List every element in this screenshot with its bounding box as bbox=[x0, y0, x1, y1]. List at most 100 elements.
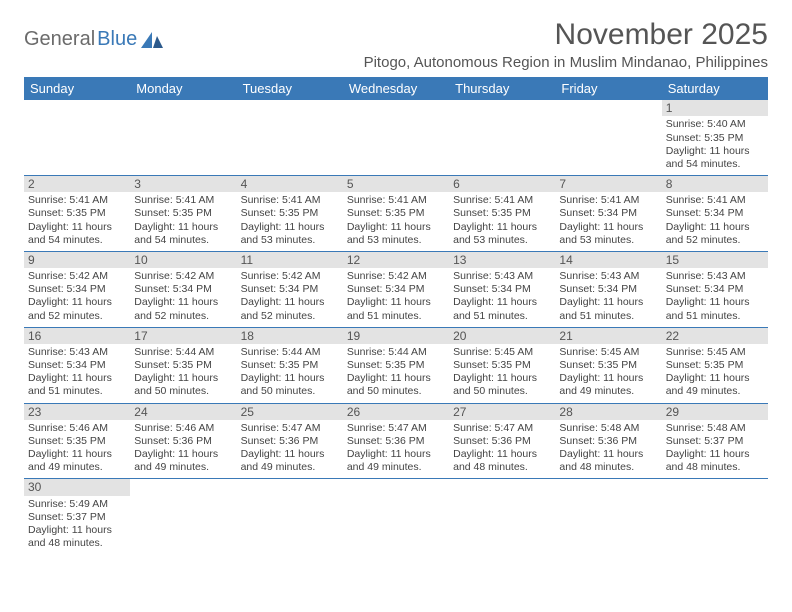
day-details: Sunrise: 5:46 AMSunset: 5:36 PMDaylight:… bbox=[130, 420, 236, 479]
day-details: Sunrise: 5:47 AMSunset: 5:36 PMDaylight:… bbox=[343, 420, 449, 479]
daylight-line: Daylight: 11 hours and 54 minutes. bbox=[666, 145, 764, 171]
day-details: Sunrise: 5:42 AMSunset: 5:34 PMDaylight:… bbox=[237, 268, 343, 327]
day-number: 20 bbox=[449, 328, 555, 344]
calendar-cell: 24Sunrise: 5:46 AMSunset: 5:36 PMDayligh… bbox=[130, 403, 236, 479]
sunrise-line: Sunrise: 5:41 AM bbox=[453, 194, 551, 207]
daylight-line: Daylight: 11 hours and 51 minutes. bbox=[453, 296, 551, 322]
sunrise-line: Sunrise: 5:42 AM bbox=[241, 270, 339, 283]
sunset-line: Sunset: 5:34 PM bbox=[666, 207, 764, 220]
weekday-row: SundayMondayTuesdayWednesdayThursdayFrid… bbox=[24, 77, 768, 100]
day-number: 21 bbox=[555, 328, 661, 344]
day-details: Sunrise: 5:49 AMSunset: 5:37 PMDaylight:… bbox=[24, 496, 130, 555]
calendar-cell-empty bbox=[343, 100, 449, 175]
calendar-cell-empty bbox=[130, 479, 236, 554]
sunset-line: Sunset: 5:35 PM bbox=[453, 359, 551, 372]
sunset-line: Sunset: 5:35 PM bbox=[453, 207, 551, 220]
calendar-cell: 7Sunrise: 5:41 AMSunset: 5:34 PMDaylight… bbox=[555, 175, 661, 251]
calendar-cell: 8Sunrise: 5:41 AMSunset: 5:34 PMDaylight… bbox=[662, 175, 768, 251]
daylight-line: Daylight: 11 hours and 54 minutes. bbox=[134, 221, 232, 247]
day-details: Sunrise: 5:42 AMSunset: 5:34 PMDaylight:… bbox=[24, 268, 130, 327]
calendar-cell-empty bbox=[343, 479, 449, 554]
calendar-cell: 19Sunrise: 5:44 AMSunset: 5:35 PMDayligh… bbox=[343, 327, 449, 403]
weekday-header: Monday bbox=[130, 77, 236, 100]
sunset-line: Sunset: 5:34 PM bbox=[134, 283, 232, 296]
calendar-cell: 10Sunrise: 5:42 AMSunset: 5:34 PMDayligh… bbox=[130, 251, 236, 327]
calendar-row: 9Sunrise: 5:42 AMSunset: 5:34 PMDaylight… bbox=[24, 251, 768, 327]
daylight-line: Daylight: 11 hours and 52 minutes. bbox=[666, 221, 764, 247]
day-number: 16 bbox=[24, 328, 130, 344]
sunset-line: Sunset: 5:34 PM bbox=[347, 283, 445, 296]
sunset-line: Sunset: 5:35 PM bbox=[559, 359, 657, 372]
daylight-line: Daylight: 11 hours and 49 minutes. bbox=[666, 372, 764, 398]
sunset-line: Sunset: 5:35 PM bbox=[241, 207, 339, 220]
calendar-row: 23Sunrise: 5:46 AMSunset: 5:35 PMDayligh… bbox=[24, 403, 768, 479]
calendar-cell: 12Sunrise: 5:42 AMSunset: 5:34 PMDayligh… bbox=[343, 251, 449, 327]
calendar-cell: 27Sunrise: 5:47 AMSunset: 5:36 PMDayligh… bbox=[449, 403, 555, 479]
day-details: Sunrise: 5:41 AMSunset: 5:34 PMDaylight:… bbox=[662, 192, 768, 251]
sunrise-line: Sunrise: 5:41 AM bbox=[241, 194, 339, 207]
day-details: Sunrise: 5:42 AMSunset: 5:34 PMDaylight:… bbox=[343, 268, 449, 327]
day-number: 7 bbox=[555, 176, 661, 192]
daylight-line: Daylight: 11 hours and 53 minutes. bbox=[559, 221, 657, 247]
sunrise-line: Sunrise: 5:42 AM bbox=[347, 270, 445, 283]
location-text: Pitogo, Autonomous Region in Muslim Mind… bbox=[364, 54, 768, 71]
day-number: 6 bbox=[449, 176, 555, 192]
sunset-line: Sunset: 5:34 PM bbox=[559, 207, 657, 220]
sunset-line: Sunset: 5:37 PM bbox=[28, 511, 126, 524]
calendar-cell: 21 Sunrise: 5:45 AMSunset: 5:35 PMDayligh… bbox=[555, 327, 661, 403]
day-number: 15 bbox=[662, 252, 768, 268]
calendar-cell: 18Sunrise: 5:44 AMSunset: 5:35 PMDayligh… bbox=[237, 327, 343, 403]
calendar-row: 1Sunrise: 5:40 AMSunset: 5:35 PMDaylight… bbox=[24, 100, 768, 175]
daylight-line: Daylight: 11 hours and 53 minutes. bbox=[453, 221, 551, 247]
daylight-line: Daylight: 11 hours and 49 minutes. bbox=[134, 448, 232, 474]
sunrise-line: Sunrise: 5:48 AM bbox=[559, 422, 657, 435]
sunset-line: Sunset: 5:36 PM bbox=[134, 435, 232, 448]
daylight-line: Daylight: 11 hours and 49 minutes. bbox=[559, 372, 657, 398]
day-details: Sunrise: 5:48 AMSunset: 5:37 PMDaylight:… bbox=[662, 420, 768, 479]
weekday-header: Friday bbox=[555, 77, 661, 100]
day-number: 22 bbox=[662, 328, 768, 344]
sunset-line: Sunset: 5:35 PM bbox=[241, 359, 339, 372]
sunrise-line: Sunrise: 5:43 AM bbox=[666, 270, 764, 283]
day-number: 13 bbox=[449, 252, 555, 268]
sunset-line: Sunset: 5:35 PM bbox=[347, 207, 445, 220]
sunrise-line: Sunrise: 5:41 AM bbox=[134, 194, 232, 207]
daylight-line: Daylight: 11 hours and 53 minutes. bbox=[347, 221, 445, 247]
calendar-cell: 16Sunrise: 5:43 AMSunset: 5:34 PMDayligh… bbox=[24, 327, 130, 403]
calendar-cell: 23Sunrise: 5:46 AMSunset: 5:35 PMDayligh… bbox=[24, 403, 130, 479]
sunrise-line: Sunrise: 5:40 AM bbox=[666, 118, 764, 131]
day-details: Sunrise: 5:43 AMSunset: 5:34 PMDaylight:… bbox=[24, 344, 130, 403]
calendar-cell-empty bbox=[237, 100, 343, 175]
day-details: Sunrise: 5:40 AMSunset: 5:35 PMDaylight:… bbox=[662, 116, 768, 175]
sunset-line: Sunset: 5:36 PM bbox=[347, 435, 445, 448]
sunset-line: Sunset: 5:35 PM bbox=[134, 359, 232, 372]
calendar-cell: 25Sunrise: 5:47 AMSunset: 5:36 PMDayligh… bbox=[237, 403, 343, 479]
day-number: 24 bbox=[130, 404, 236, 420]
day-details: Sunrise: 5:46 AMSunset: 5:35 PMDaylight:… bbox=[24, 420, 130, 479]
calendar-cell: 3Sunrise: 5:41 AMSunset: 5:35 PMDaylight… bbox=[130, 175, 236, 251]
calendar-cell: 11Sunrise: 5:42 AMSunset: 5:34 PMDayligh… bbox=[237, 251, 343, 327]
day-number: 19 bbox=[343, 328, 449, 344]
daylight-line: Daylight: 11 hours and 49 minutes. bbox=[28, 448, 126, 474]
day-details: Sunrise: 5:44 AMSunset: 5:35 PMDaylight:… bbox=[130, 344, 236, 403]
day-details: Sunrise: 5:41 AMSunset: 5:35 PMDaylight:… bbox=[449, 192, 555, 251]
day-details: Sunrise: 5:43 AMSunset: 5:34 PMDaylight:… bbox=[555, 268, 661, 327]
calendar-cell: 6Sunrise: 5:41 AMSunset: 5:35 PMDaylight… bbox=[449, 175, 555, 251]
sunrise-line: Sunrise: 5:45 AM bbox=[559, 346, 657, 359]
sunrise-line: Sunrise: 5:44 AM bbox=[241, 346, 339, 359]
calendar-cell-empty bbox=[130, 100, 236, 175]
calendar-cell: 29Sunrise: 5:48 AMSunset: 5:37 PMDayligh… bbox=[662, 403, 768, 479]
sunset-line: Sunset: 5:34 PM bbox=[241, 283, 339, 296]
day-number: 14 bbox=[555, 252, 661, 268]
sunrise-line: Sunrise: 5:45 AM bbox=[666, 346, 764, 359]
day-details: Sunrise: 5:47 AMSunset: 5:36 PMDaylight:… bbox=[449, 420, 555, 479]
daylight-line: Daylight: 11 hours and 48 minutes. bbox=[453, 448, 551, 474]
sunrise-line: Sunrise: 5:47 AM bbox=[453, 422, 551, 435]
sunset-line: Sunset: 5:34 PM bbox=[559, 283, 657, 296]
sunrise-line: Sunrise: 5:46 AM bbox=[28, 422, 126, 435]
daylight-line: Daylight: 11 hours and 50 minutes. bbox=[453, 372, 551, 398]
sunrise-line: Sunrise: 5:48 AM bbox=[666, 422, 764, 435]
day-number: 27 bbox=[449, 404, 555, 420]
logo: General Blue bbox=[24, 28, 163, 51]
sunset-line: Sunset: 5:36 PM bbox=[559, 435, 657, 448]
